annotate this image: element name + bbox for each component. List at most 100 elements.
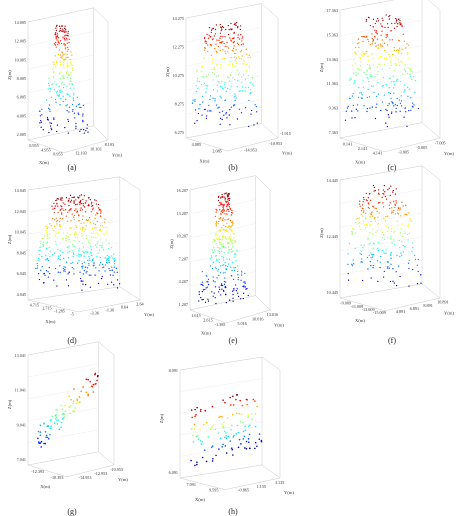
point [373,243,375,245]
point [351,263,353,265]
point [61,30,63,32]
point [218,258,220,261]
point [224,237,227,239]
point [367,88,369,90]
point [361,97,364,99]
point [211,68,213,70]
point [37,259,39,261]
point [219,209,221,211]
point [44,442,47,445]
point [232,454,234,456]
point [362,40,364,43]
point [371,233,374,235]
point [69,62,72,64]
point [58,30,61,32]
point [377,247,379,249]
point [232,245,234,248]
point [227,246,230,248]
point [233,40,235,43]
point [66,232,68,234]
point [207,300,210,302]
point [214,255,216,257]
point [84,228,86,230]
point [81,267,84,269]
point [59,77,61,80]
point [49,419,52,422]
point [375,20,378,22]
point [199,408,202,411]
point [369,43,372,46]
point [196,69,198,71]
z-tick-label: 10.005 [14,57,26,62]
point [387,266,389,268]
point [380,23,382,25]
point [383,193,385,195]
point [41,114,43,116]
point [236,250,238,252]
point [205,41,208,43]
point [410,97,412,99]
panel-e: 16.20713.20710.2077.2074.2071.207Z(m)1.6… [169,175,284,345]
point [231,212,234,214]
point [92,391,95,393]
point [371,33,373,35]
point [78,196,80,199]
point [78,215,80,217]
point [238,412,241,415]
point [105,239,107,241]
point [222,425,224,428]
point [59,72,61,74]
point [222,205,225,207]
point [360,250,362,252]
point [216,277,218,279]
point [233,289,235,291]
point [219,217,222,219]
point [383,234,385,236]
extra-tick-label: -1.915 [280,131,291,136]
y-axis-label: Y(m) [118,477,128,482]
point [57,53,60,56]
axis-box [189,175,271,324]
point [197,438,200,441]
point [220,67,222,69]
point [70,207,72,210]
point [381,25,383,28]
point [225,434,227,437]
point [234,266,237,269]
point [204,288,206,291]
point [404,89,406,91]
z-tick-label: 11.363 [327,81,338,86]
point [374,29,376,31]
point [233,233,235,235]
point [388,55,391,58]
point [95,203,97,205]
point [47,437,50,440]
point [247,425,250,427]
point [216,234,218,236]
point [221,86,223,88]
point [392,280,394,282]
point [210,54,213,56]
point [390,30,392,32]
point [363,36,366,38]
point [221,255,223,258]
point [219,85,222,87]
point [390,252,392,254]
point [223,427,225,429]
point [233,78,236,81]
point [407,95,409,97]
point [61,52,64,54]
point [388,18,390,20]
point [59,40,62,42]
point-cloud [38,24,89,134]
point [113,284,115,286]
point [386,236,389,238]
point [67,118,69,121]
point [59,224,61,226]
point [70,398,73,401]
point [219,37,221,39]
point [222,87,224,90]
point [376,103,378,105]
point [217,74,220,77]
point [106,254,108,257]
